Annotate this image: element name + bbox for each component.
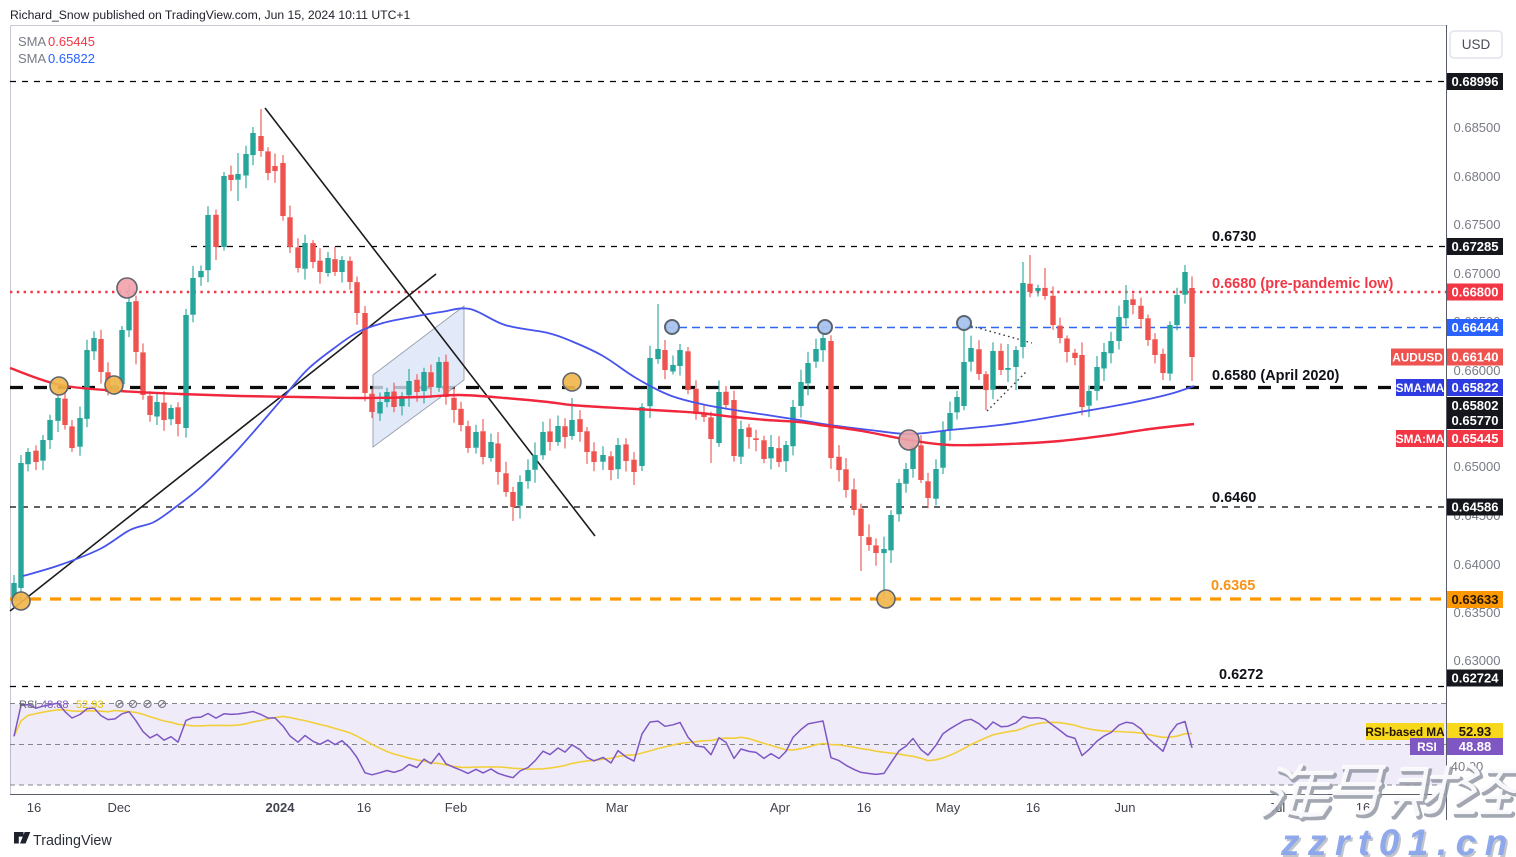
svg-text:0.65822: 0.65822 (1452, 380, 1499, 395)
svg-text:0.6460: 0.6460 (1212, 490, 1256, 506)
svg-text:0.62724: 0.62724 (1452, 671, 1500, 686)
svg-text:0.63633: 0.63633 (1452, 592, 1499, 607)
svg-text:USD: USD (1462, 37, 1491, 52)
svg-text:Richard_Snow published on Trad: Richard_Snow published on TradingView.co… (10, 8, 411, 22)
svg-text:48.88: 48.88 (41, 699, 69, 711)
svg-text:0.66140: 0.66140 (1452, 350, 1499, 365)
svg-text:16: 16 (357, 800, 371, 815)
svg-text:0.65822: 0.65822 (48, 51, 95, 66)
svg-text:0.68000: 0.68000 (1454, 169, 1501, 184)
svg-text:16: 16 (857, 800, 871, 815)
svg-text:48.88: 48.88 (1459, 739, 1492, 754)
svg-text:0.6272: 0.6272 (1219, 667, 1263, 683)
svg-text:May: May (936, 800, 961, 815)
svg-text:TradingView: TradingView (33, 833, 112, 849)
svg-text:52.93: 52.93 (1459, 724, 1492, 739)
svg-text:0.68996: 0.68996 (1452, 74, 1499, 89)
svg-text:AUDUSD: AUDUSD (1392, 351, 1443, 365)
svg-text:2024: 2024 (266, 800, 296, 815)
svg-text:zzrt01.cn: zzrt01.cn (1282, 824, 1516, 857)
svg-text:0.67000: 0.67000 (1454, 266, 1501, 281)
svg-text:0.64000: 0.64000 (1454, 557, 1501, 572)
svg-text:16: 16 (27, 800, 41, 815)
svg-text:zzrt01.cn: zzrt01.cn (1280, 822, 1516, 857)
svg-text:0.6730: 0.6730 (1212, 229, 1256, 245)
svg-text:SMA: SMA (18, 51, 47, 66)
svg-text:Mar: Mar (606, 800, 629, 815)
svg-text:0.66000: 0.66000 (1454, 363, 1501, 378)
svg-text:0.65445: 0.65445 (1452, 431, 1499, 446)
svg-text:0.68500: 0.68500 (1454, 120, 1501, 135)
svg-text:0.65802: 0.65802 (1452, 398, 1499, 413)
svg-text:Apr: Apr (770, 800, 791, 815)
svg-text:0.63000: 0.63000 (1454, 653, 1501, 668)
svg-text:0.67500: 0.67500 (1454, 217, 1501, 232)
svg-text:Feb: Feb (445, 800, 467, 815)
svg-text:RSI: RSI (19, 699, 37, 711)
svg-text:0.6580 (April 2020): 0.6580 (April 2020) (1212, 368, 1340, 384)
svg-text:0.6365: 0.6365 (1211, 578, 1255, 594)
svg-text:0.66800: 0.66800 (1452, 285, 1499, 300)
svg-text:0.67285: 0.67285 (1452, 239, 1499, 254)
svg-text:RSI-based MA: RSI-based MA (1365, 725, 1445, 739)
svg-text:SMA:MA: SMA:MA (1396, 432, 1445, 446)
svg-text:0.64586: 0.64586 (1452, 500, 1499, 515)
svg-text:0.6680 (pre-pandemic low): 0.6680 (pre-pandemic low) (1212, 276, 1393, 292)
svg-text:Jun: Jun (1115, 800, 1136, 815)
svg-text:SMA:MA: SMA:MA (1396, 381, 1445, 395)
svg-text:Dec: Dec (107, 800, 131, 815)
svg-text:0.63500: 0.63500 (1454, 605, 1501, 620)
svg-text:16: 16 (1026, 800, 1040, 815)
svg-text:52.93: 52.93 (76, 699, 104, 711)
svg-text:RSI: RSI (1417, 740, 1437, 754)
svg-text:0.66444: 0.66444 (1452, 320, 1500, 335)
svg-text:0.65770: 0.65770 (1452, 413, 1499, 428)
svg-text:0.65445: 0.65445 (48, 34, 95, 49)
svg-text:0.65000: 0.65000 (1454, 459, 1501, 474)
svg-text:SMA: SMA (18, 34, 47, 49)
